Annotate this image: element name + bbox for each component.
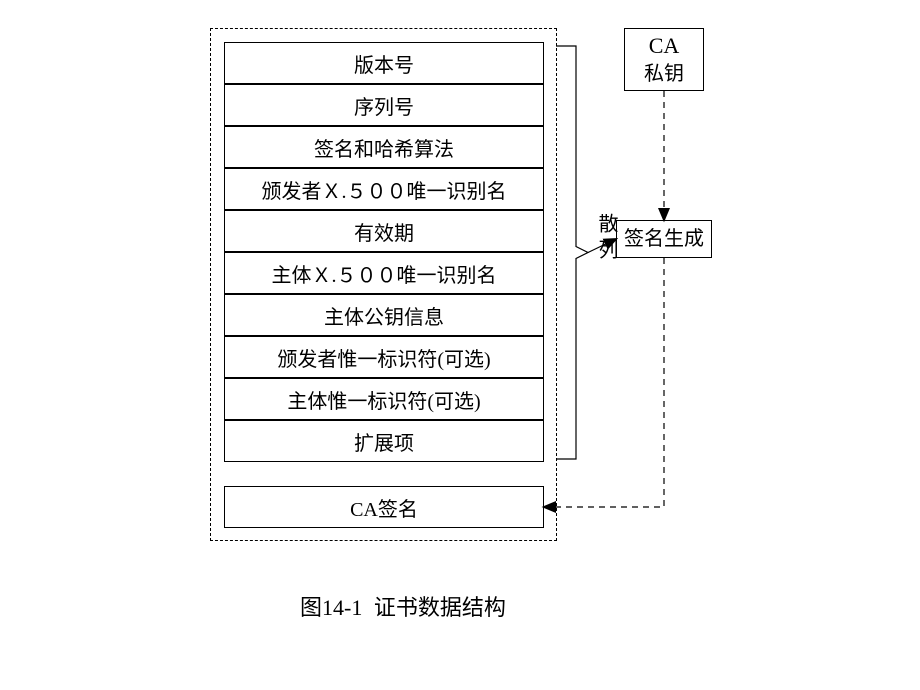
cert-field-row: 扩展项 [224,420,544,462]
cert-field-label: 主体Ｘ.５００唯一识别名 [272,259,497,288]
ca-private-key-line2: 私钥 [644,61,684,87]
ca-signature-row: CA签名 [224,486,544,528]
cert-field-label: 颁发者惟一标识符(可选) [277,343,490,372]
cert-field-label: 颁发者Ｘ.５００唯一识别名 [262,175,507,204]
cert-field-label: 有效期 [354,217,414,246]
cert-field-row: 序列号 [224,84,544,126]
hash-label: 散列 [592,213,621,265]
caption-prefix: 图14-1 [300,595,362,620]
cert-field-row: 有效期 [224,210,544,252]
figure-caption: 图14-1 证书数据结构 [300,590,506,622]
cert-field-row: 主体Ｘ.５００唯一识别名 [224,252,544,294]
cert-field-row: 主体公钥信息 [224,294,544,336]
cert-field-row: 版本号 [224,42,544,84]
ca-signature-label: CA签名 [350,493,418,522]
cert-field-label: 版本号 [354,49,414,78]
cert-field-row: 主体惟一标识符(可选) [224,378,544,420]
cert-field-row: 颁发者Ｘ.５００唯一识别名 [224,168,544,210]
cert-field-label: 序列号 [354,91,414,120]
cert-field-row: 颁发者惟一标识符(可选) [224,336,544,378]
ca-private-key-box: CA 私钥 [624,28,704,91]
signature-generation-label: 签名生成 [624,226,704,252]
cert-field-label: 主体惟一标识符(可选) [287,385,480,414]
diagram-canvas: 版本号序列号签名和哈希算法颁发者Ｘ.５００唯一识别名有效期主体Ｘ.５００唯一识别… [0,0,920,690]
cert-field-label: 扩展项 [354,427,414,456]
ca-private-key-line1: CA [644,32,684,61]
cert-field-row: 签名和哈希算法 [224,126,544,168]
cert-field-label: 主体公钥信息 [324,301,444,330]
caption-text: 证书数据结构 [374,595,506,620]
signature-generation-box: 签名生成 [616,220,712,258]
cert-field-label: 签名和哈希算法 [314,133,454,162]
